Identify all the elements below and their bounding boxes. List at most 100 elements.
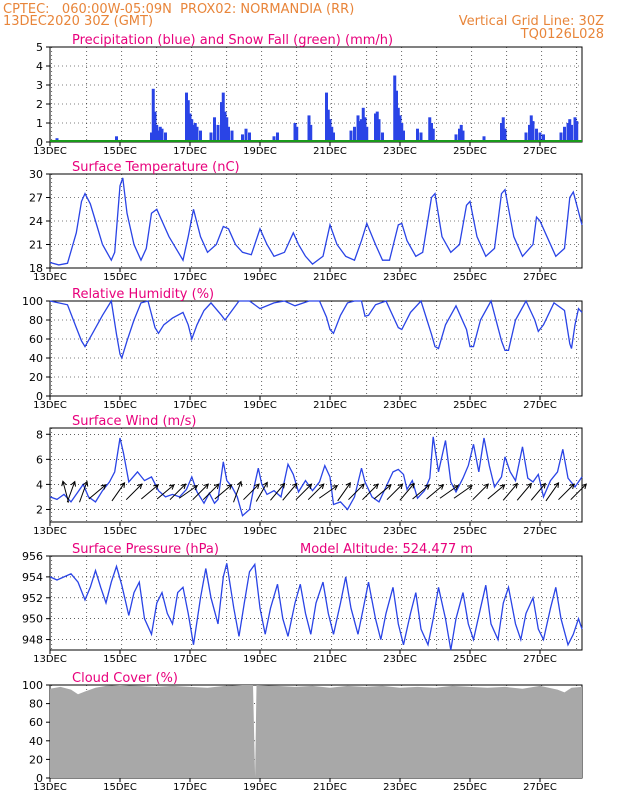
precip-bar bbox=[160, 128, 164, 142]
x-tick-label: 21DEC bbox=[313, 272, 347, 283]
y-tick-label: 20 bbox=[29, 753, 43, 766]
precip-bar bbox=[195, 126, 199, 142]
precip-bar bbox=[295, 126, 299, 142]
wind-arrow-shaft bbox=[558, 483, 575, 501]
precip-bar bbox=[223, 111, 227, 142]
x-tick-label: 17DEC bbox=[173, 272, 207, 283]
x-tick-label: 23DEC bbox=[383, 146, 417, 157]
precip-bar bbox=[398, 115, 402, 142]
wind-arrow-head bbox=[203, 483, 210, 490]
precip-bar bbox=[360, 119, 363, 142]
y-tick-label: 30 bbox=[29, 168, 43, 181]
precip-bar bbox=[115, 136, 118, 142]
header-run-code: TQ0126L028 bbox=[520, 27, 604, 42]
wind-arrow-head bbox=[226, 484, 233, 490]
precip-bar bbox=[216, 124, 220, 142]
precip-bar bbox=[430, 123, 433, 142]
precip-bar bbox=[377, 119, 381, 142]
x-tick-label: 25DEC bbox=[453, 526, 487, 537]
wind-arrow-head bbox=[254, 483, 260, 490]
header-run-time: 13DEC2020 30Z (GMT) bbox=[3, 14, 154, 29]
precip-bar bbox=[416, 128, 419, 142]
series-line bbox=[49, 299, 583, 360]
precip-bar bbox=[276, 132, 279, 142]
x-tick-label: 27DEC bbox=[523, 146, 557, 157]
precip-bar bbox=[220, 102, 223, 142]
wind-arrow-shaft bbox=[399, 483, 415, 501]
y-tick-label: 0 bbox=[36, 772, 43, 785]
wind-arrow-head bbox=[153, 484, 159, 490]
precip-bar bbox=[575, 121, 579, 142]
precip-bar bbox=[153, 111, 157, 142]
wind-arrow-shaft bbox=[426, 484, 444, 500]
wind-arrow-shaft bbox=[233, 481, 242, 503]
x-tick-label: 17DEC bbox=[173, 526, 207, 537]
y-tick-label: 2 bbox=[36, 503, 43, 516]
x-tick-label: 21DEC bbox=[313, 654, 347, 665]
wind-arrow-shaft bbox=[169, 483, 186, 501]
series-line bbox=[49, 562, 583, 651]
precip-bar bbox=[501, 117, 505, 142]
wind-arrow-head bbox=[466, 485, 473, 491]
wind-arrow-shaft bbox=[202, 483, 220, 501]
wind-arrow-head bbox=[180, 483, 187, 490]
precip-bar bbox=[531, 121, 535, 142]
wind-arrow-head bbox=[136, 483, 143, 490]
wind-arrow-shaft bbox=[270, 483, 285, 501]
y-tick-label: 0 bbox=[36, 136, 43, 149]
precip-bar bbox=[328, 119, 332, 142]
precip-bar bbox=[225, 117, 229, 142]
precip-bar bbox=[381, 132, 384, 142]
wind-arrow-head bbox=[168, 484, 175, 490]
precip-bar bbox=[524, 132, 528, 142]
y-tick-label: 4 bbox=[36, 478, 43, 491]
wind-arrow-head bbox=[213, 483, 220, 490]
precip-bar bbox=[155, 124, 159, 142]
precip-bar bbox=[396, 107, 400, 142]
y-tick-label: 2 bbox=[36, 98, 43, 111]
wind-arrow-head bbox=[61, 480, 67, 487]
panel-title: Cloud Cover (%) bbox=[72, 671, 178, 686]
precip-bar bbox=[559, 132, 563, 142]
y-tick-label: 40 bbox=[29, 352, 43, 365]
precip-bar bbox=[307, 115, 311, 142]
precip-bar bbox=[542, 134, 545, 142]
wind-arrow-head bbox=[100, 484, 107, 490]
precip-bar bbox=[419, 132, 423, 142]
wind-arrow-shaft bbox=[307, 483, 325, 501]
x-tick-label: 19DEC bbox=[243, 526, 277, 537]
y-tick-label: 80 bbox=[29, 698, 43, 711]
x-tick-label: 17DEC bbox=[173, 782, 207, 793]
x-tick-label: 19DEC bbox=[243, 654, 277, 665]
x-tick-label: 19DEC bbox=[243, 146, 277, 157]
precip-bar bbox=[454, 134, 458, 142]
wind-arrow-head bbox=[82, 480, 89, 487]
x-tick-label: 19DEC bbox=[243, 782, 277, 793]
precip-bar bbox=[503, 128, 507, 142]
precip-bar bbox=[192, 124, 195, 142]
wind-arrow-head bbox=[569, 483, 575, 490]
wind-arrow-shaft bbox=[66, 481, 76, 503]
precip-bar bbox=[538, 132, 542, 142]
y-tick-label: 954 bbox=[22, 571, 43, 584]
precip-bar bbox=[375, 111, 379, 142]
precip-bar bbox=[227, 126, 230, 142]
wind-arrow-shaft bbox=[337, 482, 351, 502]
y-tick-label: 0 bbox=[36, 390, 43, 403]
precip-bar bbox=[309, 124, 313, 142]
precip-bar bbox=[374, 113, 377, 142]
y-tick-label: 4 bbox=[36, 60, 43, 73]
wind-arrow-shaft bbox=[111, 482, 125, 502]
x-tick-label: 21DEC bbox=[313, 146, 347, 157]
precip-bar bbox=[230, 130, 234, 142]
precip-bar bbox=[529, 115, 533, 142]
precip-bar bbox=[363, 117, 367, 142]
x-tick-label: 17DEC bbox=[173, 654, 207, 665]
x-tick-label: 13DEC bbox=[33, 272, 67, 283]
precip-bar bbox=[193, 123, 197, 142]
precip-bar bbox=[158, 126, 162, 142]
wind-arrow-shaft bbox=[502, 483, 518, 501]
wind-arrow-shaft bbox=[88, 484, 106, 500]
wind-arrow-shaft bbox=[243, 483, 260, 501]
y-tick-label: 5 bbox=[36, 41, 43, 54]
